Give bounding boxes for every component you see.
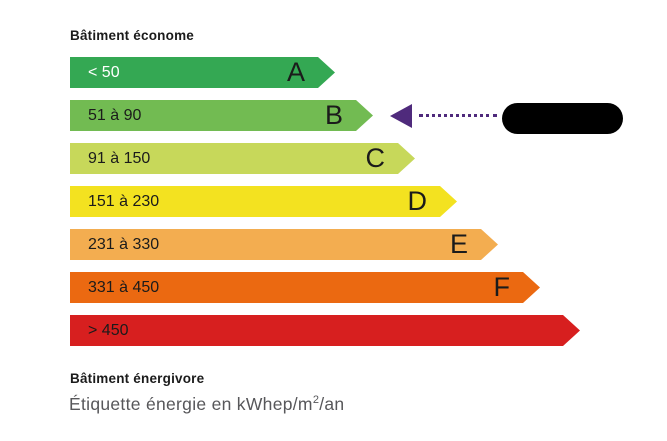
energy-scale: < 50 A 51 à 90 B 91 à 150 C 151 à 230 D …: [70, 57, 580, 358]
caption-text: Étiquette énergie en kWhep/m: [69, 394, 313, 414]
range-label-c: 91 à 150: [88, 149, 151, 167]
dotted-leader-line: [419, 114, 497, 117]
energy-bar-f: 331 à 450 F: [70, 272, 540, 303]
energy-bar-d: 151 à 230 D: [70, 186, 457, 217]
caption-superscript: 2: [312, 394, 320, 407]
caption-text-end: /an: [319, 394, 345, 414]
energy-intensive-building-label: Bâtiment énergivore: [70, 371, 205, 386]
redacted-value-blob: [502, 103, 623, 134]
range-label-f: 331 à 450: [88, 278, 160, 296]
class-letter-e: E: [449, 229, 468, 259]
class-letter-c: C: [365, 143, 385, 173]
energy-bar-a: < 50 A: [70, 57, 335, 88]
energy-bar-g: > 450: [70, 315, 580, 346]
energy-bar-e: 231 à 330 E: [70, 229, 498, 260]
class-letter-f: F: [493, 272, 510, 302]
range-label-e: 231 à 330: [88, 235, 160, 253]
economical-building-label: Bâtiment économe: [70, 28, 194, 43]
range-label-b: 51 à 90: [88, 106, 142, 124]
range-label-g: > 450: [88, 321, 129, 339]
class-letter-b: B: [324, 100, 343, 130]
range-label-a: < 50: [88, 63, 120, 81]
current-class-marker: [390, 100, 623, 134]
class-letter-a: A: [286, 57, 305, 87]
energy-label-caption: Étiquette énergie en kWhep/m2/an: [69, 394, 344, 415]
class-letter-d: D: [407, 186, 427, 216]
energy-bar-b: 51 à 90 B: [70, 100, 373, 131]
left-arrow-icon: [390, 103, 412, 128]
energy-bar-c: 91 à 150 C: [70, 143, 415, 174]
range-label-d: 151 à 230: [88, 192, 160, 210]
